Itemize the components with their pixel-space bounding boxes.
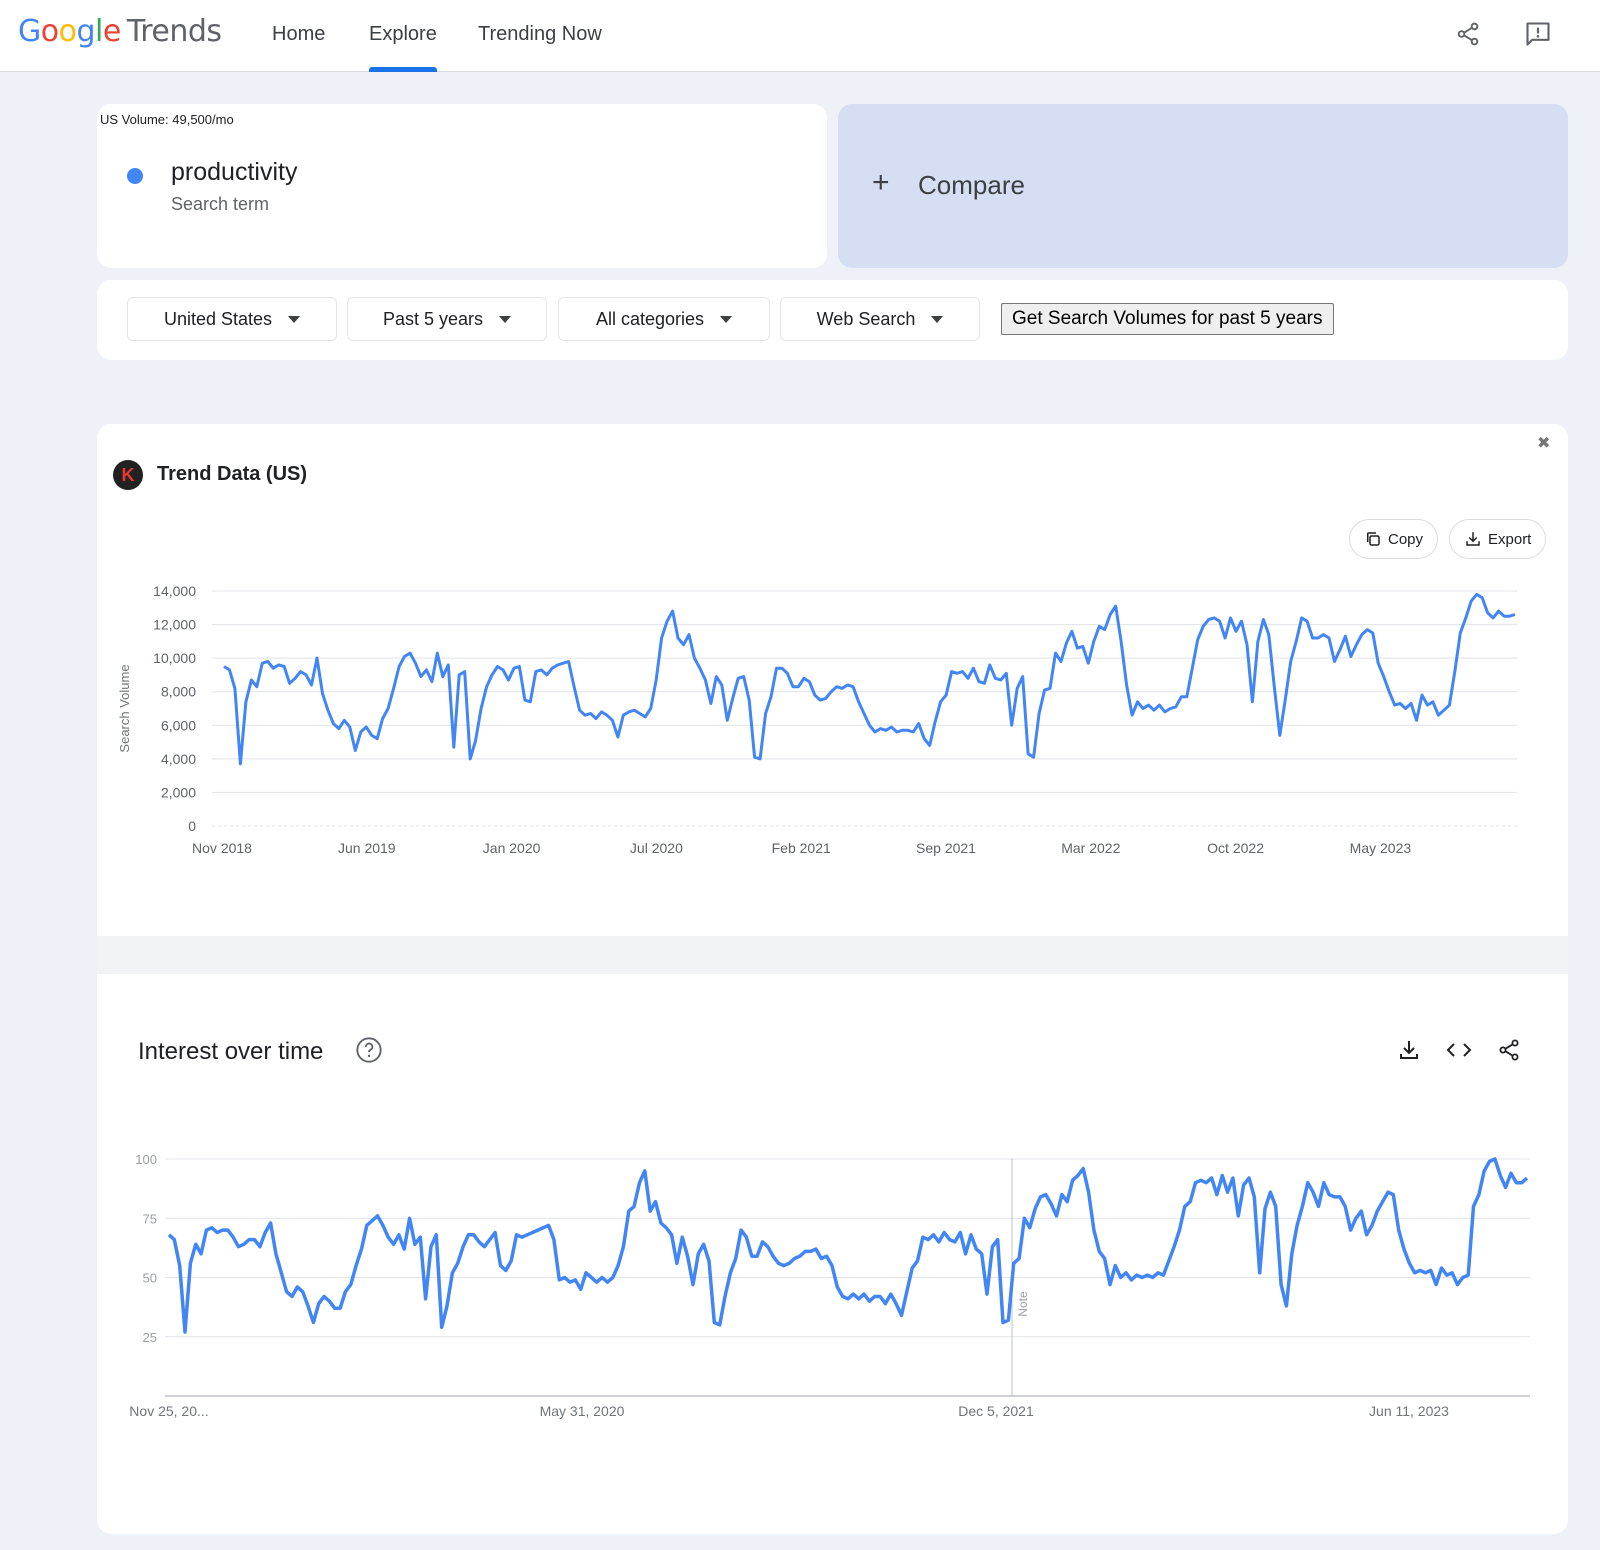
top-bar: Google Trends Home Explore Trending Now: [0, 0, 1600, 72]
copy-label: Copy: [1388, 530, 1424, 548]
trend-data-card: K Trend Data (US) Copy Export 0 2,000 4,00…: [97, 424, 1568, 936]
search-type-value: Web Search: [816, 308, 916, 329]
x-tick-label: Oct 2022: [1207, 840, 1264, 856]
share-icon[interactable]: [1493, 1034, 1525, 1066]
y-tick-label: 100: [135, 1154, 157, 1167]
get-search-volumes-button[interactable]: Get Search Volumes for past 5 years: [1001, 303, 1334, 335]
term-color-dot: [127, 168, 143, 184]
x-tick-label: Jun 11, 2023: [1369, 1403, 1449, 1419]
y-tick-label: 12,000: [153, 617, 196, 633]
copy-icon: [1367, 532, 1380, 546]
caret-down-icon: [720, 315, 733, 323]
close-icon[interactable]: ✖: [1537, 435, 1551, 452]
interest-title: Interest over time: [138, 1038, 324, 1065]
filters-bar: United States Past 5 years All categorie…: [97, 280, 1568, 360]
export-label: Export: [1488, 530, 1532, 548]
series-line-interest: [167, 1157, 1529, 1334]
caret-down-icon: [499, 315, 512, 323]
search-term-name[interactable]: productivity: [171, 158, 298, 186]
us-volume-note: US Volume: 49,500/mo: [100, 112, 234, 127]
time-range-value: Past 5 years: [382, 308, 484, 329]
x-tick-label: Sep 2021: [916, 840, 976, 856]
y-tick-label: 8,000: [161, 684, 196, 700]
export-button[interactable]: Export: [1449, 519, 1547, 559]
nav-explore[interactable]: Explore: [369, 0, 437, 72]
note-label: Note: [1016, 1291, 1030, 1317]
embed-code-icon[interactable]: [1443, 1034, 1475, 1066]
plus-icon: +: [872, 166, 890, 199]
interest-over-time-card: Interest over time 25 50 75 100 Nov 25, 20..…: [97, 974, 1568, 1534]
region-select[interactable]: United States: [127, 297, 337, 341]
x-tick-label: May 31, 2020: [540, 1403, 625, 1419]
feedback-icon[interactable]: [1520, 16, 1556, 52]
y-axis-label: Search Volume: [117, 664, 132, 752]
y-tick-label: 75: [143, 1211, 157, 1226]
search-term-subtitle: Search term: [171, 194, 270, 214]
y-tick-label: 10,000: [153, 650, 196, 666]
y-tick-label: 14,000: [153, 583, 196, 599]
compare-label: Compare: [918, 170, 1025, 200]
x-tick-label: May 2023: [1350, 840, 1412, 856]
trend-data-chart: 0 2,000 4,000 6,000 8,000 10,000 12,000 14,000 N…: [117, 583, 1517, 856]
y-tick-label: 50: [143, 1271, 157, 1286]
x-tick-label: Nov 2018: [192, 840, 252, 856]
download-icon: [1466, 532, 1480, 546]
section-divider: [97, 936, 1568, 974]
caret-down-icon: [288, 315, 301, 323]
series-line-search-volume: [223, 592, 1516, 766]
y-tick-label: 0: [188, 818, 196, 834]
x-tick-label: Feb 2021: [772, 840, 831, 856]
x-tick-label: Nov 25, 20...: [129, 1403, 208, 1419]
y-tick-label: 2,000: [161, 784, 196, 800]
compare-button[interactable]: + Compare: [838, 104, 1568, 268]
category-select[interactable]: All categories: [558, 297, 770, 341]
search-term-card[interactable]: US Volume: 49,500/mo productivity Search…: [97, 104, 827, 268]
k-logo-icon: K: [113, 460, 143, 490]
share-icon[interactable]: [1450, 16, 1486, 52]
interest-over-time-chart: 25 50 75 100 Nov 25, 20... May 31, 2020 Dec 5,…: [129, 1154, 1530, 1419]
trend-data-title: Trend Data (US): [157, 463, 308, 485]
y-tick-label: 4,000: [161, 751, 196, 767]
x-tick-label: Mar 2022: [1061, 840, 1120, 856]
caret-down-icon: [931, 315, 944, 323]
x-tick-label: Jan 2020: [483, 840, 541, 856]
nav-home[interactable]: Home: [272, 23, 326, 45]
category-value: All categories: [595, 308, 705, 329]
y-tick-label: 6,000: [161, 717, 196, 733]
logo-google-wordmark: Google: [18, 14, 121, 49]
help-icon[interactable]: [355, 1036, 383, 1064]
y-tick-label: 25: [143, 1330, 157, 1345]
logo-trends-word: Trends: [126, 14, 222, 49]
x-tick-label: Jul 2020: [630, 840, 683, 856]
region-value: United States: [163, 308, 273, 329]
x-tick-label: Dec 5, 2021: [958, 1403, 1034, 1419]
time-range-select[interactable]: Past 5 years: [347, 297, 547, 341]
x-tick-label: Jun 2019: [338, 840, 396, 856]
download-icon[interactable]: [1393, 1034, 1425, 1066]
search-type-select[interactable]: Web Search: [780, 297, 980, 341]
google-trends-logo[interactable]: Google Trends: [18, 14, 222, 49]
copy-button[interactable]: Copy: [1349, 519, 1439, 559]
nav-trending-now[interactable]: Trending Now: [478, 23, 602, 45]
